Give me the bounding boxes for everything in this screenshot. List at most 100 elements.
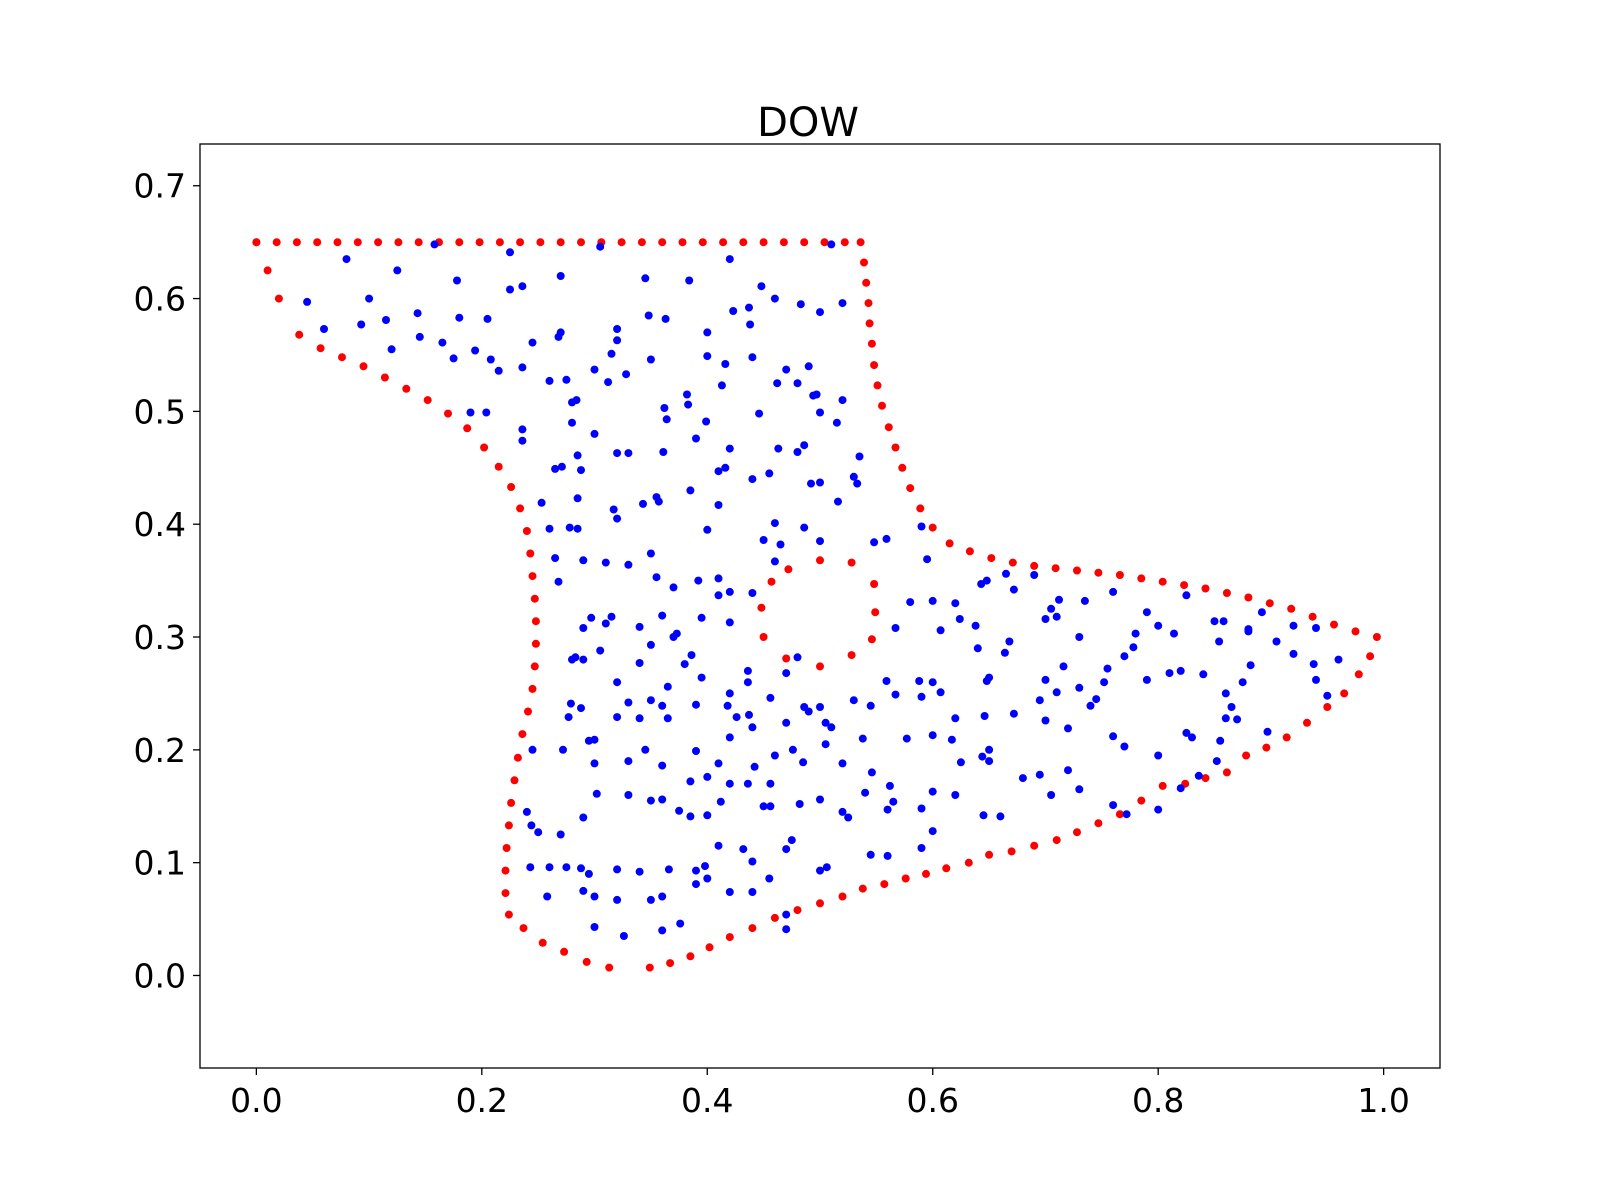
boundary-point (504, 910, 513, 919)
interior-point (613, 895, 622, 904)
interior-point (1272, 637, 1281, 646)
interior-point (757, 282, 766, 291)
interior-point (799, 758, 808, 767)
interior-point (661, 314, 670, 323)
interior-point (743, 678, 752, 687)
interior-point (928, 678, 937, 687)
boundary-point (1242, 751, 1251, 760)
boundary-point (906, 484, 915, 493)
interior-point (453, 276, 461, 285)
boundary-point (1073, 828, 1081, 837)
boundary-point (1007, 847, 1016, 856)
interior-point (759, 536, 768, 544)
interior-point (1312, 675, 1320, 684)
boundary-point (1244, 593, 1253, 602)
boundary-point (316, 344, 325, 353)
interior-point (551, 554, 560, 563)
interior-point (870, 538, 879, 547)
interior-point (774, 444, 783, 453)
boundary-point (1052, 836, 1061, 845)
boundary-point (838, 892, 847, 901)
interior-point (1018, 774, 1027, 783)
boundary-point (526, 549, 535, 558)
interior-point (748, 589, 757, 597)
boundary-point (1051, 564, 1060, 573)
interior-point (866, 850, 875, 859)
boundary-point (556, 238, 565, 247)
interior-point (891, 624, 900, 632)
interior-point (902, 734, 911, 743)
x-tick-label: 0.6 (906, 1081, 958, 1120)
boundary-point (252, 238, 261, 247)
interior-point (635, 622, 644, 631)
interior-point (748, 353, 757, 362)
interior-point (683, 390, 691, 399)
interior-point (982, 576, 991, 585)
interior-point (587, 613, 596, 622)
interior-point (1075, 785, 1084, 794)
interior-point (1002, 569, 1010, 578)
interior-point (889, 797, 898, 806)
boundary-point (1137, 574, 1146, 583)
interior-point (1238, 678, 1247, 687)
interior-point (746, 320, 755, 329)
boundary-point (891, 443, 900, 452)
interior-points-series (303, 240, 1343, 940)
interior-point (557, 462, 566, 471)
interior-point (1309, 660, 1318, 669)
interior-point (592, 789, 601, 798)
interior-point (732, 713, 741, 722)
interior-point (692, 747, 700, 755)
interior-point (739, 845, 748, 854)
interior-point (936, 626, 945, 635)
boundary-point (1354, 670, 1363, 679)
interior-point (1188, 733, 1196, 742)
interior-point (635, 867, 644, 876)
interior-point (1154, 621, 1163, 630)
boundary-point (333, 238, 342, 247)
boundary-point (637, 238, 646, 247)
interior-point (573, 494, 582, 503)
interior-point (816, 795, 824, 804)
interior-point (1120, 742, 1129, 751)
interior-point (518, 363, 527, 372)
boundary-point (617, 238, 626, 247)
interior-point (891, 690, 900, 699)
interior-point (1244, 625, 1253, 634)
interior-point (692, 434, 700, 443)
boundary-point (878, 401, 886, 410)
interior-point (882, 534, 891, 543)
interior-point (518, 425, 527, 434)
boundary-point (1308, 612, 1317, 621)
interior-point (430, 240, 439, 249)
interior-point (1221, 689, 1230, 698)
interior-point (1064, 724, 1072, 733)
interior-point (793, 379, 802, 388)
interior-point (1154, 751, 1163, 760)
interior-point (745, 710, 753, 719)
interior-point (936, 688, 945, 697)
interior-point (1009, 709, 1018, 718)
interior-point (675, 806, 684, 815)
interior-point (646, 696, 655, 705)
interior-point (1086, 701, 1095, 710)
interior-point (800, 523, 809, 532)
boundary-point (1030, 561, 1039, 570)
boundary-point (1030, 841, 1039, 850)
boundary-point (513, 753, 522, 762)
interior-point (573, 524, 582, 533)
interior-point (1131, 629, 1140, 638)
interior-point (562, 375, 571, 384)
interior-point (861, 788, 870, 797)
boundary-point (501, 889, 510, 898)
boundary-point (502, 844, 511, 852)
interior-point (915, 677, 924, 685)
interior-point (971, 621, 980, 630)
boundary-point (423, 396, 432, 405)
boundary-point (480, 443, 489, 452)
interior-point (607, 349, 616, 358)
boundary-point (1158, 781, 1167, 790)
interior-point (985, 757, 994, 766)
interior-point (1165, 669, 1174, 678)
interior-point (624, 698, 633, 707)
